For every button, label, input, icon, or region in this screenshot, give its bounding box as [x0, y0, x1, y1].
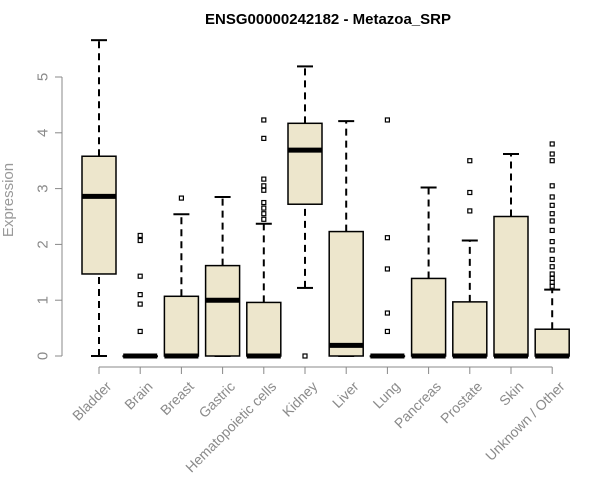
iqr-box: [287, 122, 323, 205]
outlier-point: [261, 135, 267, 141]
outlier-point: [549, 218, 555, 224]
y-axis-label: Expression: [0, 163, 17, 237]
x-tick-label: Breast: [157, 378, 197, 418]
outlier-point: [549, 202, 555, 208]
box-skin: [493, 153, 529, 359]
y-axis: 0 1 2 3 4 5: [35, 73, 63, 360]
outlier-point: [467, 158, 473, 164]
outlier-point: [549, 271, 555, 277]
y-tick-label: 4: [35, 129, 52, 137]
outlier-point: [261, 176, 267, 182]
outlier-point: [384, 310, 390, 316]
outlier-point: [549, 194, 555, 200]
box-gastric: [204, 195, 241, 357]
box-pancreas: [410, 186, 447, 359]
outlier-point: [549, 141, 555, 147]
y-tick-label: 0: [35, 352, 52, 360]
box-liver: [328, 120, 364, 357]
y-tick-label: 2: [35, 240, 52, 248]
outlier-point: [384, 266, 390, 272]
outlier-point: [261, 216, 267, 222]
outlier-point: [549, 211, 555, 217]
iqr-box: [328, 230, 364, 357]
outlier-point: [549, 183, 555, 189]
x-tick-label: Brain: [121, 378, 155, 412]
y-tick-label: 1: [35, 296, 52, 304]
outlier-point: [261, 205, 267, 211]
outlier-point: [178, 195, 184, 201]
outlier-point: [137, 292, 143, 298]
outlier-point: [384, 328, 390, 335]
iqr-box: [493, 215, 529, 357]
iqr-box: [246, 301, 282, 357]
y-tick-label: 3: [35, 184, 52, 192]
outlier-point: [549, 158, 555, 164]
outlier-point: [467, 208, 473, 214]
box-kidney: [287, 65, 323, 359]
outlier-point: [467, 189, 473, 196]
y-tick-label: 5: [35, 73, 52, 81]
outlier-point: [261, 183, 267, 189]
x-tick-label: Liver: [329, 378, 362, 411]
x-tick-label: Lung: [370, 378, 403, 411]
outlier-point: [384, 235, 390, 241]
box-bladder: [81, 39, 117, 357]
chart-title: ENSG00000242182 - Metazoa_SRP: [205, 11, 451, 28]
outlier-point: [302, 353, 308, 359]
outlier-point: [137, 301, 143, 307]
iqr-box: [163, 295, 200, 357]
x-tick-label: Prostate: [437, 378, 485, 426]
outlier-point: [549, 239, 555, 245]
outlier-point: [261, 199, 267, 206]
outlier-point: [261, 211, 267, 217]
outlier-point: [261, 187, 267, 193]
outlier-point: [261, 117, 267, 123]
box-hematopoietic-cells: [246, 117, 282, 359]
iqr-box: [534, 328, 570, 357]
outlier-point: [549, 264, 555, 270]
plot-area: [81, 39, 570, 359]
outlier-point: [137, 273, 143, 279]
iqr-box: [452, 301, 488, 357]
outlier-point: [549, 151, 555, 157]
outlier-point: [137, 237, 143, 244]
box-breast: [163, 195, 200, 359]
x-tick-label: Kidney: [279, 378, 321, 420]
box-brain: [122, 232, 158, 359]
box-prostate: [452, 158, 488, 359]
x-tick-label: Skin: [496, 378, 527, 409]
box-unknown-other: [534, 141, 570, 359]
iqr-box: [410, 277, 447, 357]
outlier-point: [549, 247, 555, 253]
outlier-point: [384, 117, 390, 123]
outlier-point: [137, 232, 143, 239]
iqr-box: [204, 264, 241, 357]
outlier-point: [549, 256, 555, 263]
outlier-point: [549, 227, 555, 234]
x-tick-label: Bladder: [69, 378, 115, 424]
outlier-point: [137, 328, 143, 335]
iqr-box: [81, 155, 117, 275]
box-lung: [369, 117, 406, 359]
